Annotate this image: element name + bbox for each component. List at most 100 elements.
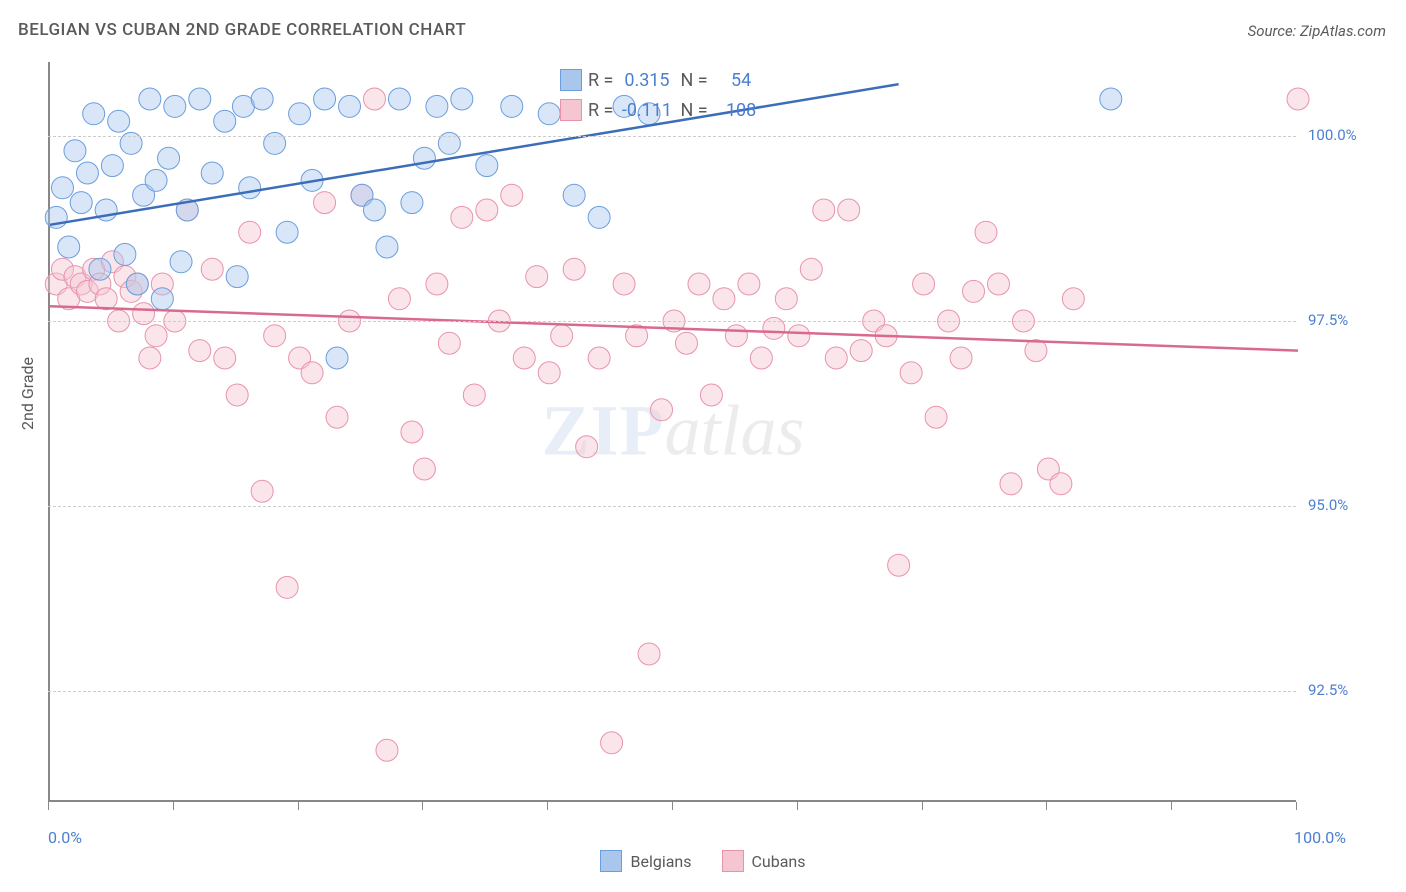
n-label: N = [680, 70, 707, 91]
scatter-point [239, 177, 261, 199]
scatter-point [251, 480, 273, 502]
legend-item-belgians: Belgians [600, 850, 691, 872]
scatter-point [64, 140, 86, 162]
scatter-point [888, 554, 910, 576]
x-tick [422, 802, 423, 810]
scatter-point [1000, 473, 1022, 495]
legend-swatch-belgians [600, 850, 622, 872]
scatter-point [214, 347, 236, 369]
legend-item-cubans: Cubans [722, 850, 806, 872]
scatter-point [326, 347, 348, 369]
scatter-point [401, 421, 423, 443]
scatter-point [276, 221, 298, 243]
scatter-point [51, 177, 73, 199]
scatter-point [588, 347, 610, 369]
n-value-cubans: 108 [714, 100, 769, 121]
scatter-point [775, 288, 797, 310]
y-tick-label: 100.0% [1308, 126, 1357, 144]
scatter-point [70, 192, 92, 214]
scatter-point [476, 155, 498, 177]
scatter-point [563, 258, 585, 280]
scatter-point [201, 162, 223, 184]
scatter-point [83, 103, 105, 125]
scatter-point [114, 243, 136, 265]
x-tick [547, 802, 548, 810]
scatter-point [538, 103, 560, 125]
scatter-point [526, 266, 548, 288]
scatter-point [438, 332, 460, 354]
scatter-point [1025, 340, 1047, 362]
scatter-point [925, 406, 947, 428]
scatter-point [501, 184, 523, 206]
x-tick [298, 802, 299, 810]
scatter-point [838, 199, 860, 221]
scatter-point [638, 643, 660, 665]
stats-box: R = 0.315 N = 54 R = -0.111 N = 108 [560, 65, 769, 125]
chart-container: BELGIAN VS CUBAN 2ND GRADE CORRELATION C… [0, 0, 1406, 892]
y-axis-title: 2nd Grade [18, 357, 37, 430]
scatter-point [413, 458, 435, 480]
scatter-point [239, 221, 261, 243]
scatter-point [89, 258, 111, 280]
scatter-point [145, 169, 167, 191]
gridline [48, 321, 1296, 322]
scatter-point [413, 147, 435, 169]
scatter-point [651, 399, 673, 421]
scatter-point [738, 273, 760, 295]
scatter-point [108, 110, 130, 132]
scatter-point [476, 199, 498, 221]
scatter-point [189, 340, 211, 362]
source-label: Source: ZipAtlas.com [1248, 22, 1386, 40]
scatter-point [126, 273, 148, 295]
scatter-point [145, 325, 167, 347]
scatter-point [139, 88, 161, 110]
scatter-point [401, 192, 423, 214]
x-start-label: 0.0% [48, 828, 82, 847]
n-label-2: N = [680, 100, 707, 121]
scatter-point [276, 576, 298, 598]
scatter-point [45, 206, 67, 228]
chart-title: BELGIAN VS CUBAN 2ND GRADE CORRELATION C… [18, 20, 466, 40]
scatter-point [825, 347, 847, 369]
scatter-point [314, 88, 336, 110]
scatter-point [850, 340, 872, 362]
scatter-point [700, 384, 722, 406]
y-tick-label: 95.0% [1308, 496, 1348, 514]
r-label: R = [588, 70, 613, 91]
legend-label-cubans: Cubans [752, 852, 806, 871]
scatter-point [975, 221, 997, 243]
scatter-point [376, 236, 398, 258]
scatter-point [913, 273, 935, 295]
scatter-point [426, 95, 448, 117]
scatter-point [813, 199, 835, 221]
scatter-point [451, 206, 473, 228]
scatter-point [1062, 288, 1084, 310]
r-label-2: R = [588, 100, 613, 121]
legend-label-belgians: Belgians [630, 852, 691, 871]
scatter-point [76, 162, 98, 184]
gridline [48, 691, 1296, 692]
scatter-point [170, 251, 192, 273]
scatter-point [588, 206, 610, 228]
swatch-cubans [560, 99, 582, 121]
scatter-point [750, 347, 772, 369]
scatter-point [251, 88, 273, 110]
scatter-point [326, 406, 348, 428]
scatter-point [576, 436, 598, 458]
stats-row-cubans: R = -0.111 N = 108 [560, 95, 769, 125]
scatter-point [601, 732, 623, 754]
scatter-point [551, 325, 573, 347]
scatter-point [538, 362, 560, 384]
r-value-cubans: -0.111 [619, 100, 674, 121]
scatter-point [226, 384, 248, 406]
scatter-svg [50, 62, 1296, 800]
r-value-belgians: 0.315 [619, 70, 674, 91]
bottom-legend: Belgians Cubans [0, 850, 1406, 872]
scatter-point [376, 739, 398, 761]
scatter-point [95, 288, 117, 310]
scatter-point [1100, 88, 1122, 110]
scatter-point [189, 88, 211, 110]
scatter-point [151, 288, 173, 310]
x-tick [1171, 802, 1172, 810]
scatter-point [388, 288, 410, 310]
